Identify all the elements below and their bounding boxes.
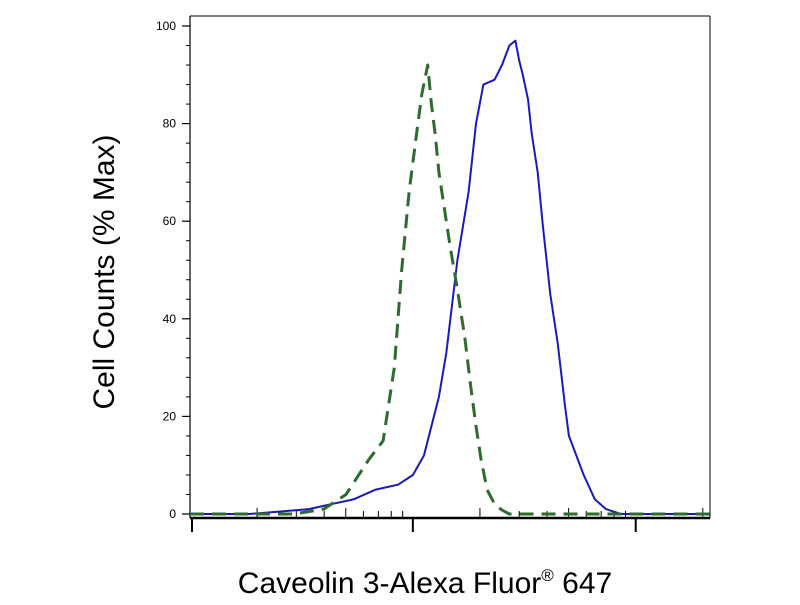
y-tick-label: 80 <box>163 117 177 131</box>
axis-ticks: 0 20 40 60 80 100 <box>156 19 704 532</box>
y-axis-label: Cell Counts (% Max) <box>88 134 121 409</box>
x-axis-label-main: Caveolin 3-Alexa Fluor <box>237 567 542 600</box>
y-tick-label: 0 <box>169 507 176 521</box>
series-line-solid-blue <box>190 39 710 515</box>
axes <box>189 15 711 520</box>
x-axis-label: Caveolin 3-Alexa Fluor® 647 <box>0 566 800 601</box>
y-tick-label: 100 <box>156 19 176 33</box>
y-tick-label: 60 <box>163 214 177 228</box>
y-tick-label: 40 <box>163 312 177 326</box>
series-line-dashed-green <box>190 63 710 516</box>
registered-mark: ® <box>541 566 554 585</box>
x-axis-label-suffix: 647 <box>553 567 613 600</box>
y-tick-label: 20 <box>163 409 177 423</box>
series-group <box>190 39 710 516</box>
